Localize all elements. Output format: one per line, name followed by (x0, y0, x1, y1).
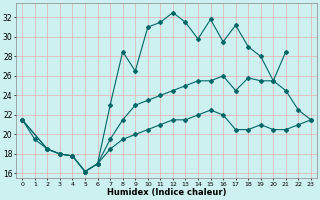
X-axis label: Humidex (Indice chaleur): Humidex (Indice chaleur) (107, 188, 226, 197)
